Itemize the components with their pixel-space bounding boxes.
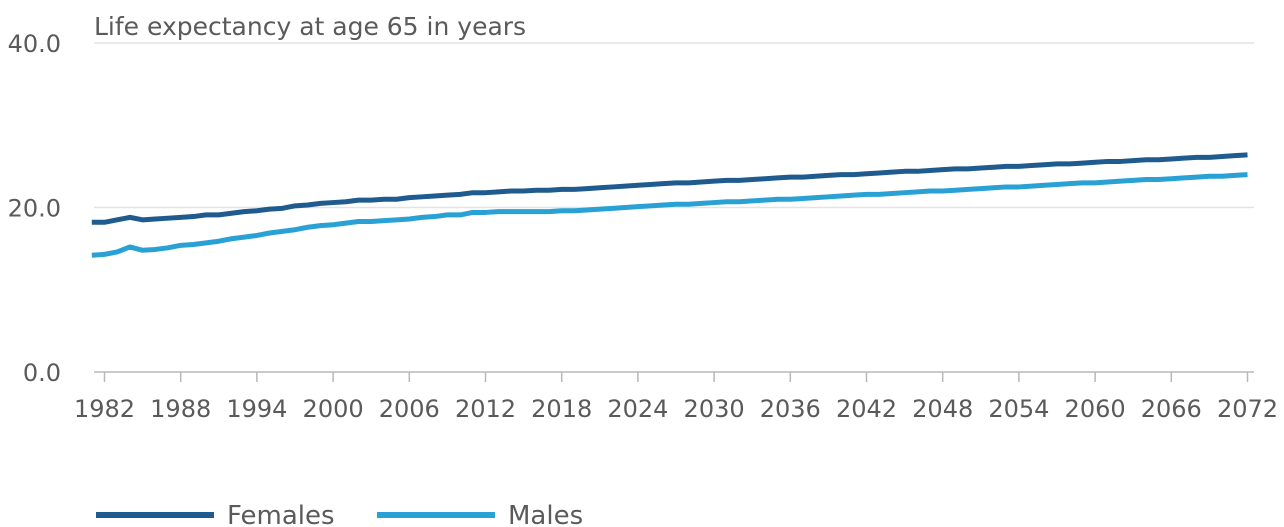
series-line-females [91,152,1248,225]
x-tick-label: 2006 [379,395,440,423]
legend-label-males: Males [508,501,583,527]
legend: Females Males [96,501,583,527]
y-tick-label: 20.0 [8,195,61,223]
legend-label-females: Females [227,501,335,527]
x-tick-label: 2036 [760,395,821,423]
x-tick-label: 2030 [684,395,745,423]
x-tick-label: 1988 [150,395,211,423]
x-tick-label: 2060 [1065,395,1126,423]
x-tick-label: 2000 [303,395,364,423]
series-lines [91,152,1248,258]
x-tick-label: 2072 [1217,395,1278,423]
x-tick-label: 1982 [74,395,135,423]
y-tick-label: 0.0 [23,359,61,387]
y-tick-label: 40.0 [8,30,61,58]
series-line-males [91,172,1248,258]
x-tick-label: 2024 [607,395,668,423]
x-tick-label: 2012 [455,395,516,423]
x-tick-label: 2018 [531,395,592,423]
x-tick-label: 2066 [1141,395,1202,423]
x-tick-label: 1994 [226,395,287,423]
x-axis-ticks: 1982 1988 1994 2000 2006 2012 2018 2024 2030 2036… [74,372,1278,423]
y-axis-ticks: 0.0 20.0 40.0 [8,30,61,387]
x-tick-label: 2042 [836,395,897,423]
x-tick-label: 2054 [988,395,1049,423]
y-axis-title: Life expectancy at age 65 in years [94,12,526,41]
x-tick-label: 2048 [912,395,973,423]
